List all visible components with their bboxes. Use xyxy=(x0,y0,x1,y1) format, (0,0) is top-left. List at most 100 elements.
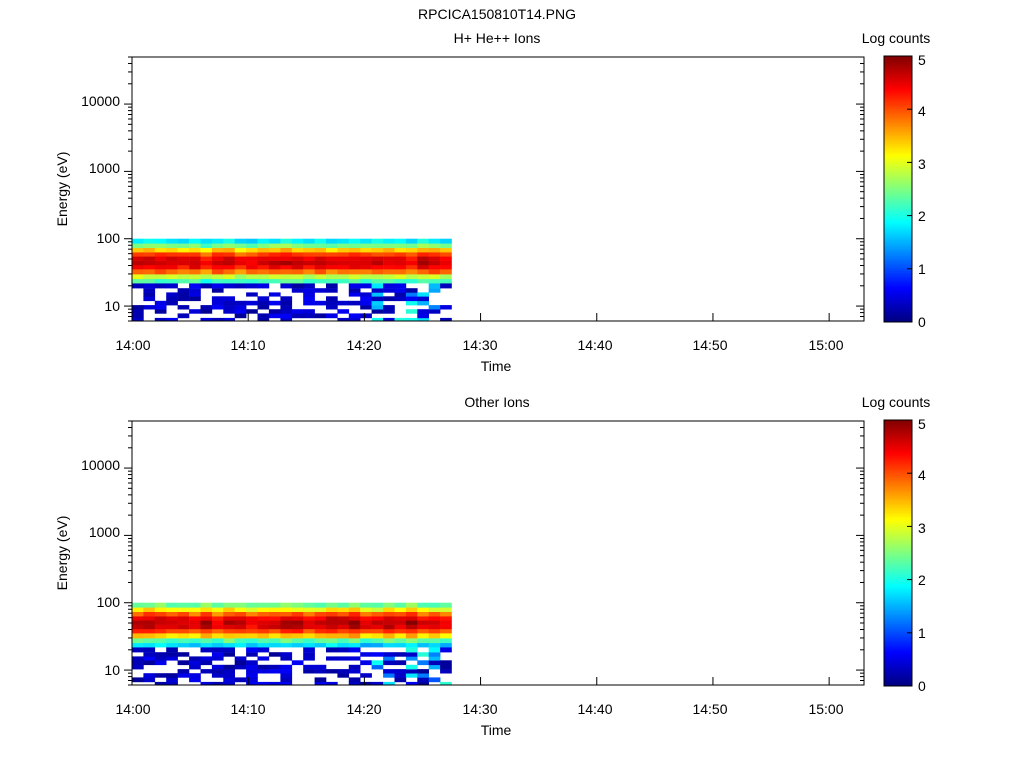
colorbar-segment xyxy=(884,89,912,92)
spectrogram-cell xyxy=(291,243,304,248)
spectrogram-cell xyxy=(405,669,418,674)
y-axis-label: Energy (eV) xyxy=(54,152,70,227)
spectrogram-cell xyxy=(417,313,429,319)
spectrogram-cell xyxy=(268,628,281,634)
spectrogram-cell xyxy=(428,274,441,280)
spectrogram-cell xyxy=(348,247,361,253)
spectrogram-cell xyxy=(132,247,144,253)
spectrogram-cell xyxy=(314,269,327,275)
spectrogram-cell xyxy=(246,278,258,284)
spectrogram-cell xyxy=(211,256,224,261)
spectrogram-cell xyxy=(177,620,190,625)
spectrogram-cell xyxy=(177,252,190,257)
colorbar-segment xyxy=(884,599,912,603)
colorbar xyxy=(883,419,913,687)
spectrogram-cell xyxy=(303,252,315,257)
spectrogram-cell xyxy=(234,238,247,244)
spectrogram-cell xyxy=(200,620,213,625)
spectrogram-cell xyxy=(371,620,384,625)
spectrogram-cell xyxy=(280,633,293,639)
spectrogram-cell xyxy=(314,681,327,686)
spectrogram-cell xyxy=(371,681,384,686)
spectrogram-cell xyxy=(166,243,178,248)
panel-title: Other Ions xyxy=(464,394,529,410)
spectrogram-cell xyxy=(177,264,190,270)
x-tick-label: 14:40 xyxy=(577,337,612,353)
spectrogram-cell xyxy=(257,269,270,275)
spectrogram-cell xyxy=(428,628,441,634)
spectrogram-cell xyxy=(257,296,270,302)
x-tick-labels: 14:00 14:10 14:20 14:30 14:40 14:50 15:0… xyxy=(115,337,843,353)
spectrogram-cell xyxy=(211,673,224,678)
spectrogram-cell xyxy=(383,660,395,666)
spectrogram-cell xyxy=(291,269,304,275)
spectrogram-cell xyxy=(246,247,258,253)
colorbar-segment xyxy=(884,546,912,549)
colorbar-segment xyxy=(884,577,912,580)
spectrogram-cell xyxy=(200,283,213,289)
spectrogram-cell xyxy=(234,620,247,625)
spectrogram-cell xyxy=(337,628,350,634)
spectrogram-cell xyxy=(417,602,429,608)
spectrogram-cell xyxy=(337,673,350,678)
spectrogram-cell xyxy=(394,269,407,275)
spectrogram-cell xyxy=(417,638,429,644)
spectrogram-cell xyxy=(234,313,247,319)
colorbar-segment xyxy=(884,537,912,541)
colorbar-segment xyxy=(884,126,912,130)
spectrogram-cell xyxy=(360,607,372,612)
spectrogram-cell xyxy=(440,624,452,630)
spectrogram-cell xyxy=(268,252,281,257)
y-tick-label: 100 xyxy=(97,230,121,246)
spectrogram-cell xyxy=(246,602,258,608)
spectrogram-cell xyxy=(383,288,395,293)
spectrogram-cell xyxy=(268,642,281,648)
spectrogram-cell xyxy=(257,238,270,244)
spectrogram-cell xyxy=(371,238,384,244)
spectrogram-cell xyxy=(268,633,281,639)
colorbar-segment xyxy=(884,200,912,203)
colorbar-segment xyxy=(884,590,912,594)
spectrogram-cell xyxy=(405,269,418,275)
colorbar-segment xyxy=(884,495,912,498)
spectrogram-cell xyxy=(405,656,418,661)
spectrogram-cell xyxy=(314,602,327,608)
spectrogram-cell xyxy=(177,673,190,678)
spectrogram-cell xyxy=(143,656,156,661)
colorbar-segment xyxy=(884,64,912,68)
x-axis-label: Time xyxy=(481,722,512,738)
spectrogram-cell xyxy=(257,611,270,617)
spectrogram-cell xyxy=(200,647,213,653)
spectrogram-cell xyxy=(280,278,293,284)
colorbar-segment xyxy=(884,151,912,154)
spectrogram-cell xyxy=(360,620,372,625)
spectrogram-cell xyxy=(371,664,384,670)
colorbar-segment xyxy=(884,595,912,598)
spectrogram-cell xyxy=(177,238,190,244)
spectrogram-cell xyxy=(143,256,156,261)
spectrogram-cell xyxy=(383,274,395,280)
spectrogram-cell xyxy=(223,317,235,322)
spectrogram-cell xyxy=(268,313,281,319)
spectrogram-cell xyxy=(326,669,338,674)
spectrogram-cell xyxy=(337,278,350,284)
colorbar-segment xyxy=(884,650,912,654)
spectrogram-cell xyxy=(132,274,144,280)
spectrogram-cell xyxy=(234,638,247,644)
spectrogram-cell xyxy=(394,677,407,683)
colorbar-segment xyxy=(884,661,912,665)
spectrogram-cell xyxy=(371,611,384,617)
colorbar-segment xyxy=(884,135,912,139)
spectrogram-cell xyxy=(132,313,144,319)
colorbar-segment xyxy=(884,444,912,447)
spectrogram-cell xyxy=(314,274,327,280)
spectrogram-cell xyxy=(360,292,372,297)
spectrogram-cell xyxy=(326,656,338,661)
spectrogram-cell xyxy=(143,628,156,634)
spectrogram-cell xyxy=(234,247,247,253)
spectrogram-cell xyxy=(257,260,270,266)
spectrogram-cell xyxy=(268,616,281,621)
spectrogram-cell xyxy=(154,247,167,253)
spectrogram-cell xyxy=(348,300,361,306)
spectrogram-cell xyxy=(189,292,201,297)
